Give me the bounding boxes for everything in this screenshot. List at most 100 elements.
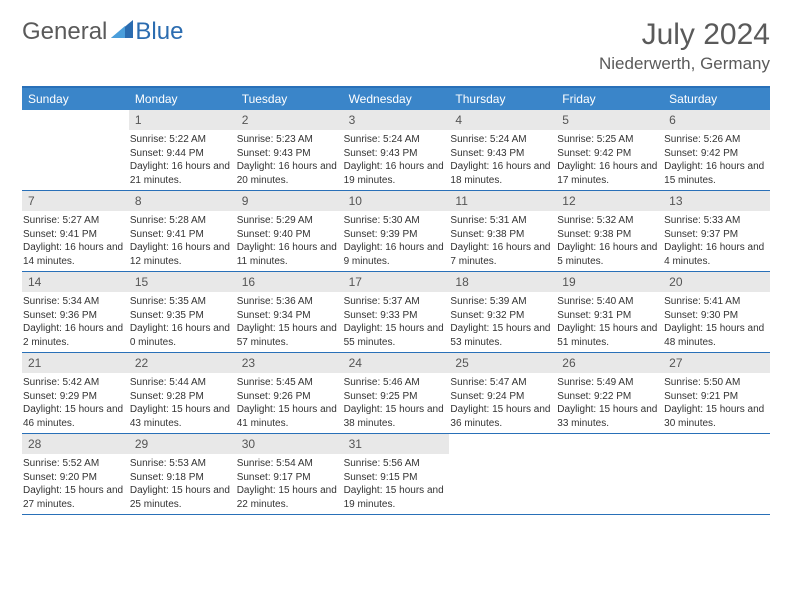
sunset-text: Sunset: 9:43 PM	[450, 147, 552, 161]
logo-text-2: Blue	[135, 18, 183, 46]
sunset-text: Sunset: 9:33 PM	[344, 309, 446, 323]
sunrise-text: Sunrise: 5:26 AM	[664, 133, 766, 147]
sunrise-text: Sunrise: 5:54 AM	[237, 457, 339, 471]
day-content: Sunrise: 5:34 AMSunset: 9:36 PMDaylight:…	[22, 292, 129, 352]
sunset-text: Sunset: 9:29 PM	[23, 390, 125, 404]
daylight-text: Daylight: 15 hours and 48 minutes.	[664, 322, 766, 349]
day-cell: 23 Sunrise: 5:45 AMSunset: 9:26 PMDayligh…	[236, 353, 343, 433]
day-cell: 28Sunrise: 5:52 AMSunset: 9:20 PMDayligh…	[22, 434, 129, 514]
sunrise-text: Sunrise: 5:25 AM	[557, 133, 659, 147]
day-cell: 3Sunrise: 5:24 AMSunset: 9:43 PMDaylight…	[343, 110, 450, 190]
day-cell: 26Sunrise: 5:49 AMSunset: 9:22 PMDayligh…	[556, 353, 663, 433]
day-cell: 5Sunrise: 5:25 AMSunset: 9:42 PMDaylight…	[556, 110, 663, 190]
day-content: Sunrise: 5:54 AMSunset: 9:17 PMDaylight:…	[236, 454, 343, 514]
daylight-text: Daylight: 15 hours and 46 minutes.	[23, 403, 125, 430]
daylight-text: Daylight: 15 hours and 38 minutes.	[344, 403, 446, 430]
day-cell: 21Sunrise: 5:42 AMSunset: 9:29 PMDayligh…	[22, 353, 129, 433]
sunrise-text: Sunrise: 5:39 AM	[450, 295, 552, 309]
weekday-label: Tuesday	[236, 88, 343, 110]
day-number: 5	[556, 110, 663, 130]
daylight-text: Daylight: 16 hours and 21 minutes.	[130, 160, 232, 187]
sunrise-text: Sunrise: 5:40 AM	[557, 295, 659, 309]
day-cell	[449, 434, 556, 514]
sunset-text: Sunset: 9:41 PM	[23, 228, 125, 242]
sunset-text: Sunset: 9:42 PM	[557, 147, 659, 161]
sunset-text: Sunset: 9:44 PM	[130, 147, 232, 161]
day-content: Sunrise: 5:30 AMSunset: 9:39 PMDaylight:…	[343, 211, 450, 271]
sunrise-text: Sunrise: 5:45 AM	[237, 376, 339, 390]
day-cell: 1Sunrise: 5:22 AMSunset: 9:44 PMDaylight…	[129, 110, 236, 190]
sunset-text: Sunset: 9:26 PM	[237, 390, 339, 404]
day-cell: 25Sunrise: 5:47 AMSunset: 9:24 PMDayligh…	[449, 353, 556, 433]
sunrise-text: Sunrise: 5:49 AM	[557, 376, 659, 390]
daylight-text: Daylight: 16 hours and 20 minutes.	[237, 160, 339, 187]
weekday-label: Wednesday	[343, 88, 450, 110]
daylight-text: Daylight: 15 hours and 27 minutes.	[23, 484, 125, 511]
daylight-text: Daylight: 15 hours and 30 minutes.	[664, 403, 766, 430]
sunset-text: Sunset: 9:21 PM	[664, 390, 766, 404]
daylight-text: Daylight: 15 hours and 22 minutes.	[237, 484, 339, 511]
day-cell: 17Sunrise: 5:37 AMSunset: 9:33 PMDayligh…	[343, 272, 450, 352]
week-row: 1Sunrise: 5:22 AMSunset: 9:44 PMDaylight…	[22, 110, 770, 191]
sunrise-text: Sunrise: 5:32 AM	[557, 214, 659, 228]
day-content: Sunrise: 5:32 AMSunset: 9:38 PMDaylight:…	[556, 211, 663, 271]
day-number: 29	[129, 434, 236, 454]
sunrise-text: Sunrise: 5:22 AM	[130, 133, 232, 147]
daylight-text: Daylight: 16 hours and 18 minutes.	[450, 160, 552, 187]
day-number: 25	[449, 353, 556, 373]
day-content: Sunrise: 5:28 AMSunset: 9:41 PMDaylight:…	[129, 211, 236, 271]
day-number: 31	[343, 434, 450, 454]
week-row: 7Sunrise: 5:27 AMSunset: 9:41 PMDaylight…	[22, 191, 770, 272]
day-number: 18	[449, 272, 556, 292]
sunrise-text: Sunrise: 5:37 AM	[344, 295, 446, 309]
day-cell: 13Sunrise: 5:33 AMSunset: 9:37 PMDayligh…	[663, 191, 770, 271]
location: Niederwerth, Germany	[599, 54, 770, 74]
logo: General Blue	[22, 18, 183, 46]
day-cell: 27Sunrise: 5:50 AMSunset: 9:21 PMDayligh…	[663, 353, 770, 433]
day-content: Sunrise: 5:27 AMSunset: 9:41 PMDaylight:…	[22, 211, 129, 271]
day-content: Sunrise: 5:22 AMSunset: 9:44 PMDaylight:…	[129, 130, 236, 190]
daylight-text: Daylight: 16 hours and 14 minutes.	[23, 241, 125, 268]
sunset-text: Sunset: 9:25 PM	[344, 390, 446, 404]
sunset-text: Sunset: 9:34 PM	[237, 309, 339, 323]
daylight-text: Daylight: 15 hours and 33 minutes.	[557, 403, 659, 430]
day-content: Sunrise: 5:36 AMSunset: 9:34 PMDaylight:…	[236, 292, 343, 352]
daylight-text: Daylight: 15 hours and 51 minutes.	[557, 322, 659, 349]
day-content: Sunrise: 5:41 AMSunset: 9:30 PMDaylight:…	[663, 292, 770, 352]
day-number: 4	[449, 110, 556, 130]
weekday-header-row: Sunday Monday Tuesday Wednesday Thursday…	[22, 88, 770, 110]
weekday-label: Friday	[556, 88, 663, 110]
day-number: 23	[236, 353, 343, 373]
day-cell: 31Sunrise: 5:56 AMSunset: 9:15 PMDayligh…	[343, 434, 450, 514]
weekday-label: Monday	[129, 88, 236, 110]
day-cell: 22Sunrise: 5:44 AMSunset: 9:28 PMDayligh…	[129, 353, 236, 433]
sunrise-text: Sunrise: 5:23 AM	[237, 133, 339, 147]
daylight-text: Daylight: 16 hours and 4 minutes.	[664, 241, 766, 268]
sunset-text: Sunset: 9:28 PM	[130, 390, 232, 404]
logo-text-1: General	[22, 18, 107, 46]
day-number: 1	[129, 110, 236, 130]
day-number: 19	[556, 272, 663, 292]
day-number: 22	[129, 353, 236, 373]
day-cell: 29Sunrise: 5:53 AMSunset: 9:18 PMDayligh…	[129, 434, 236, 514]
sunset-text: Sunset: 9:39 PM	[344, 228, 446, 242]
day-number: 11	[449, 191, 556, 211]
day-cell: 30Sunrise: 5:54 AMSunset: 9:17 PMDayligh…	[236, 434, 343, 514]
day-cell: 10Sunrise: 5:30 AMSunset: 9:39 PMDayligh…	[343, 191, 450, 271]
sunset-text: Sunset: 9:15 PM	[344, 471, 446, 485]
sunset-text: Sunset: 9:17 PM	[237, 471, 339, 485]
day-content: Sunrise: 5:35 AMSunset: 9:35 PMDaylight:…	[129, 292, 236, 352]
day-number: 17	[343, 272, 450, 292]
daylight-text: Daylight: 15 hours and 41 minutes.	[237, 403, 339, 430]
sunset-text: Sunset: 9:31 PM	[557, 309, 659, 323]
sunset-text: Sunset: 9:38 PM	[557, 228, 659, 242]
day-number: 20	[663, 272, 770, 292]
day-content: Sunrise: 5:49 AMSunset: 9:22 PMDaylight:…	[556, 373, 663, 433]
day-number: 28	[22, 434, 129, 454]
daylight-text: Daylight: 16 hours and 15 minutes.	[664, 160, 766, 187]
day-cell: 6Sunrise: 5:26 AMSunset: 9:42 PMDaylight…	[663, 110, 770, 190]
day-content: Sunrise: 5:29 AMSunset: 9:40 PMDaylight:…	[236, 211, 343, 271]
title-block: July 2024 Niederwerth, Germany	[599, 18, 770, 74]
sunset-text: Sunset: 9:42 PM	[664, 147, 766, 161]
day-cell: 11Sunrise: 5:31 AMSunset: 9:38 PMDayligh…	[449, 191, 556, 271]
